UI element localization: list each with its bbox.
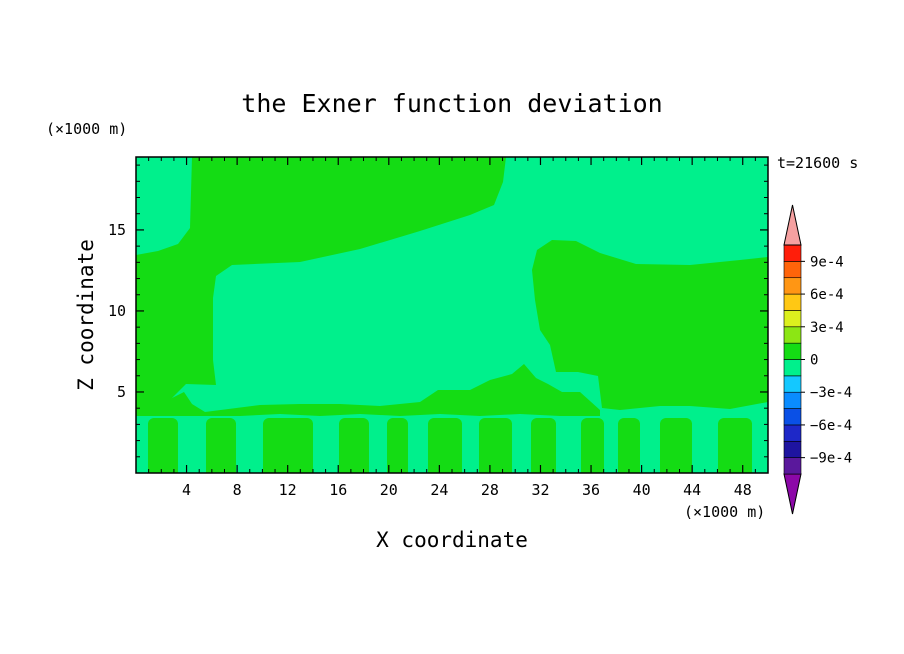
- time-label: t=21600 s: [777, 154, 858, 172]
- x-tick-label: 48: [734, 481, 752, 499]
- x-tick-label: 32: [531, 481, 549, 499]
- x-tick-label: 44: [683, 481, 701, 499]
- colorbar-segment: [783, 244, 802, 262]
- contour-region-lower-band: [136, 364, 600, 416]
- colorbar-label: 6e-4: [810, 287, 844, 303]
- x-tick-label: 8: [233, 481, 242, 499]
- ground-column-9: [581, 418, 604, 473]
- colorbar-segment: [783, 457, 802, 475]
- ground-column-2: [206, 418, 236, 473]
- x-tick-label: 24: [430, 481, 448, 499]
- ground-columns: [148, 418, 752, 473]
- x-tick-label: 20: [380, 481, 398, 499]
- colorbar-segment: [783, 424, 802, 442]
- colorbar: 9e-4 6e-4 3e-4 0 −3e-4 −6e-4 −9e-4: [783, 204, 852, 515]
- ground-column-6: [428, 418, 462, 473]
- x-tick-label: 12: [279, 481, 297, 499]
- colorbar-segment: [783, 375, 802, 393]
- colorbar-segment: [783, 261, 802, 279]
- ground-column-10: [618, 418, 640, 473]
- colorbar-under-triangle: [783, 473, 802, 515]
- ground-column-12: [718, 418, 752, 473]
- colorbar-segment: [783, 277, 802, 295]
- colorbar-segment: [783, 310, 802, 328]
- x-axis: 4 8 12 16 20 24 28 32 36 40 44 48: [148, 157, 756, 499]
- colorbar-label: 0: [810, 353, 818, 369]
- y-tick-label: 10: [108, 302, 126, 320]
- x-tick-label: 40: [633, 481, 651, 499]
- x-unit-label: (×1000 m): [684, 503, 765, 521]
- ground-column-8: [531, 418, 556, 473]
- ground-column-4: [339, 418, 369, 473]
- contour-region-upper-left: [136, 157, 506, 400]
- colorbar-segment: [783, 342, 802, 360]
- chart-title: the Exner function deviation: [241, 89, 662, 118]
- colorbar-label: −9e-4: [810, 451, 852, 467]
- y-axis-label: Z coordinate: [74, 239, 98, 391]
- colorbar-label: −6e-4: [810, 418, 852, 434]
- colorbar-label: 3e-4: [810, 320, 844, 336]
- colorbar-label: −3e-4: [810, 385, 852, 401]
- colorbar-segment: [783, 408, 802, 426]
- x-axis-label: X coordinate: [376, 528, 528, 552]
- ground-column-3: [263, 418, 313, 473]
- y-tick-label: 5: [117, 383, 126, 401]
- contour-region-right-middle: [532, 240, 768, 410]
- x-tick-label: 16: [329, 481, 347, 499]
- colorbar-segment: [783, 293, 802, 311]
- y-tick-label: 15: [108, 221, 126, 239]
- colorbar-segment: [783, 359, 802, 377]
- colorbar-segment: [783, 391, 802, 409]
- y-axis: 5 10 15: [108, 164, 768, 458]
- x-tick-label: 28: [481, 481, 499, 499]
- ground-column-7: [479, 418, 512, 473]
- y-unit-label: (×1000 m): [46, 120, 127, 138]
- colorbar-label: 9e-4: [810, 254, 844, 270]
- plot-area: [135, 156, 769, 474]
- colorbar-segment: [783, 326, 802, 344]
- x-tick-label: 4: [182, 481, 191, 499]
- colorbar-segment: [783, 440, 802, 458]
- x-tick-label: 36: [582, 481, 600, 499]
- ground-column-11: [660, 418, 692, 473]
- ground-column-5: [387, 418, 408, 473]
- colorbar-over-triangle: [783, 204, 802, 246]
- ground-column-1: [148, 418, 178, 473]
